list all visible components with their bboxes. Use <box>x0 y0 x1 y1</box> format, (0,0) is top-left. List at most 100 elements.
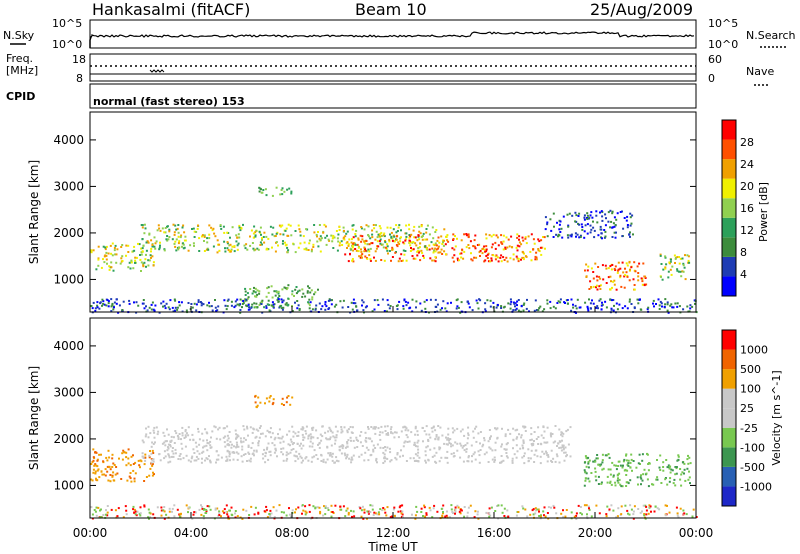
data-cell <box>206 442 209 444</box>
data-cell <box>314 291 317 294</box>
data-cell <box>589 302 592 305</box>
data-cell <box>579 306 582 309</box>
data-cell <box>681 270 684 273</box>
data-cell <box>226 231 229 234</box>
data-cell <box>694 302 696 305</box>
data-cell <box>269 225 272 228</box>
data-cell <box>399 455 402 458</box>
data-cell <box>428 248 431 251</box>
data-cell <box>92 249 95 252</box>
data-cell <box>656 459 658 461</box>
data-cell <box>169 460 172 463</box>
data-cell <box>550 459 553 462</box>
data-cell <box>603 229 606 231</box>
data-cell <box>611 299 613 302</box>
data-cell <box>290 440 293 443</box>
data-cell <box>254 291 257 294</box>
data-cell <box>171 306 174 309</box>
data-cell <box>432 251 435 254</box>
data-cell <box>667 464 670 467</box>
data-cell <box>150 247 153 250</box>
data-cell <box>603 236 606 239</box>
data-cell <box>333 305 336 308</box>
data-cell <box>265 295 268 298</box>
data-cell <box>686 467 689 470</box>
data-cell <box>604 224 607 227</box>
data-cell <box>680 473 683 476</box>
data-cell <box>287 297 290 300</box>
data-cell <box>265 248 268 251</box>
data-cell <box>545 441 548 444</box>
data-cell <box>376 461 378 464</box>
data-cell <box>285 514 288 517</box>
data-cell <box>647 306 650 309</box>
data-cell <box>688 310 691 313</box>
data-cell <box>588 298 590 301</box>
data-cell <box>268 309 271 312</box>
data-cell <box>354 248 357 250</box>
data-cell <box>629 231 631 234</box>
data-cell <box>386 249 389 252</box>
data-cell <box>369 259 372 262</box>
data-cell <box>562 446 564 448</box>
data-cell <box>383 453 386 456</box>
data-cell <box>621 210 623 213</box>
data-cell <box>273 444 276 447</box>
data-cell <box>537 248 540 250</box>
data-cell <box>415 460 418 462</box>
data-cell <box>469 240 472 243</box>
data-cell <box>210 305 213 308</box>
data-cell <box>362 301 365 304</box>
data-cell <box>370 453 373 456</box>
data-cell <box>191 306 194 309</box>
data-cell <box>609 209 612 212</box>
data-cell <box>303 248 306 251</box>
data-cell <box>237 445 240 448</box>
data-cell <box>306 291 309 294</box>
data-cell <box>305 456 308 459</box>
data-cell <box>384 425 387 428</box>
data-cell <box>455 307 458 310</box>
data-cell <box>599 277 602 280</box>
data-cell <box>260 432 262 435</box>
data-cell <box>420 224 423 226</box>
data-cell <box>253 513 256 516</box>
data-cell <box>167 461 170 464</box>
data-cell <box>184 235 187 238</box>
data-cell <box>297 431 300 434</box>
data-cell <box>383 508 386 511</box>
data-cell <box>467 432 470 435</box>
data-cell <box>280 511 283 514</box>
data-cell <box>514 302 517 305</box>
data-cell <box>420 235 423 238</box>
data-cell <box>161 442 164 445</box>
data-cell <box>613 225 616 228</box>
data-cell <box>335 230 338 232</box>
data-cell <box>142 441 145 444</box>
data-cell <box>372 448 375 451</box>
data-cell <box>564 515 567 518</box>
data-cell <box>425 446 428 449</box>
data-cell <box>236 458 239 461</box>
data-cell <box>418 250 421 253</box>
data-cell <box>461 446 464 449</box>
data-cell <box>477 517 480 520</box>
data-cell <box>463 506 466 508</box>
data-cell <box>679 257 682 260</box>
data-cell <box>151 464 154 467</box>
data-cell <box>201 506 204 508</box>
data-cell <box>231 443 233 446</box>
data-cell <box>394 251 397 254</box>
data-cell <box>167 453 170 456</box>
data-cell <box>647 463 650 465</box>
data-cell <box>386 457 389 460</box>
data-cell <box>261 238 263 241</box>
data-cell <box>110 252 113 255</box>
data-cell <box>355 305 358 308</box>
data-cell <box>400 430 403 433</box>
data-cell <box>416 254 419 257</box>
data-cell <box>587 265 590 268</box>
data-cell <box>514 305 516 308</box>
data-cell <box>537 309 540 312</box>
data-cell <box>173 231 176 234</box>
